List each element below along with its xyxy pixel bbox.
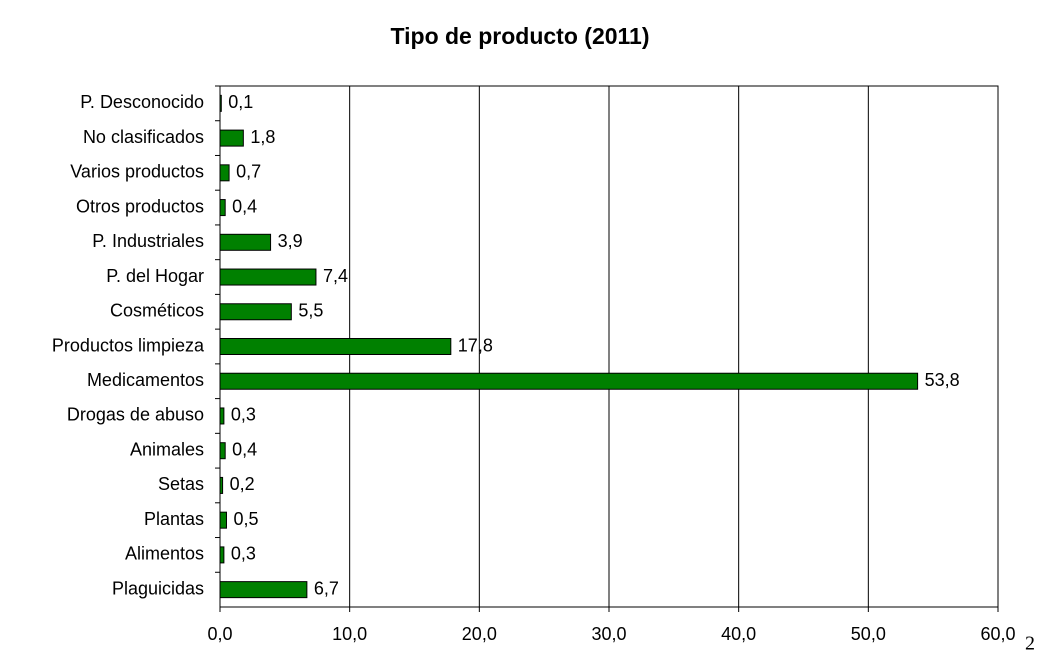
data-label: 0,7 [236, 162, 261, 182]
data-label: 0,4 [232, 439, 257, 459]
y-tick-label: Plaguicidas [112, 578, 204, 598]
data-label: 0,3 [231, 405, 256, 425]
bar [219, 303, 292, 321]
bar [219, 338, 452, 355]
x-tick-label: 20,0 [462, 624, 497, 644]
chart-title: Tipo de producto (2011) [391, 23, 650, 49]
x-tick-label: 40,0 [721, 624, 756, 644]
bar [219, 407, 225, 425]
page-number: 2 [1025, 633, 1035, 655]
x-tick-label: 60,0 [980, 624, 1015, 644]
data-label: 5,5 [298, 301, 323, 321]
bar [219, 164, 230, 182]
y-tick-label: P. Desconocido [80, 92, 204, 112]
x-tick-label: 50,0 [851, 624, 886, 644]
bar [219, 233, 272, 251]
bar [219, 476, 224, 494]
y-tick-label: Otros productos [76, 196, 204, 216]
x-tick-label: 30,0 [591, 624, 626, 644]
bar [219, 546, 225, 564]
bar [219, 129, 244, 147]
bar [219, 511, 227, 529]
data-label: 0,1 [228, 92, 253, 112]
bar [219, 94, 222, 112]
y-tick-label: Varios productos [70, 162, 204, 182]
data-label: 17,8 [458, 335, 493, 355]
bar [219, 372, 919, 390]
data-label: 0,2 [230, 474, 255, 494]
data-label: 53,8 [925, 370, 960, 390]
bar [219, 199, 226, 217]
data-label: 6,7 [314, 578, 339, 598]
y-tick-label: Cosméticos [110, 301, 204, 321]
bar [219, 581, 308, 599]
bar [219, 442, 226, 460]
y-tick-label: P. Industriales [92, 231, 204, 251]
y-tick-label: Setas [158, 474, 204, 494]
bar [219, 268, 317, 286]
y-tick-label: P. del Hogar [106, 266, 204, 286]
data-label: 1,8 [250, 127, 275, 147]
data-label: 0,4 [232, 196, 257, 216]
y-tick-label: Productos limpieza [52, 335, 205, 355]
data-label: 0,3 [231, 544, 256, 564]
data-label: 7,4 [323, 266, 348, 286]
data-label: 3,9 [278, 231, 303, 251]
y-tick-label: Medicamentos [87, 370, 204, 390]
y-tick-label: Drogas de abuso [67, 405, 204, 425]
y-tick-label: Plantas [144, 509, 204, 529]
x-tick-label: 10,0 [332, 624, 367, 644]
x-tick-label: 0,0 [207, 624, 232, 644]
y-tick-label: Animales [130, 439, 204, 459]
y-tick-label: No clasificados [83, 127, 204, 147]
data-label: 0,5 [233, 509, 258, 529]
y-tick-label: Alimentos [125, 544, 204, 564]
